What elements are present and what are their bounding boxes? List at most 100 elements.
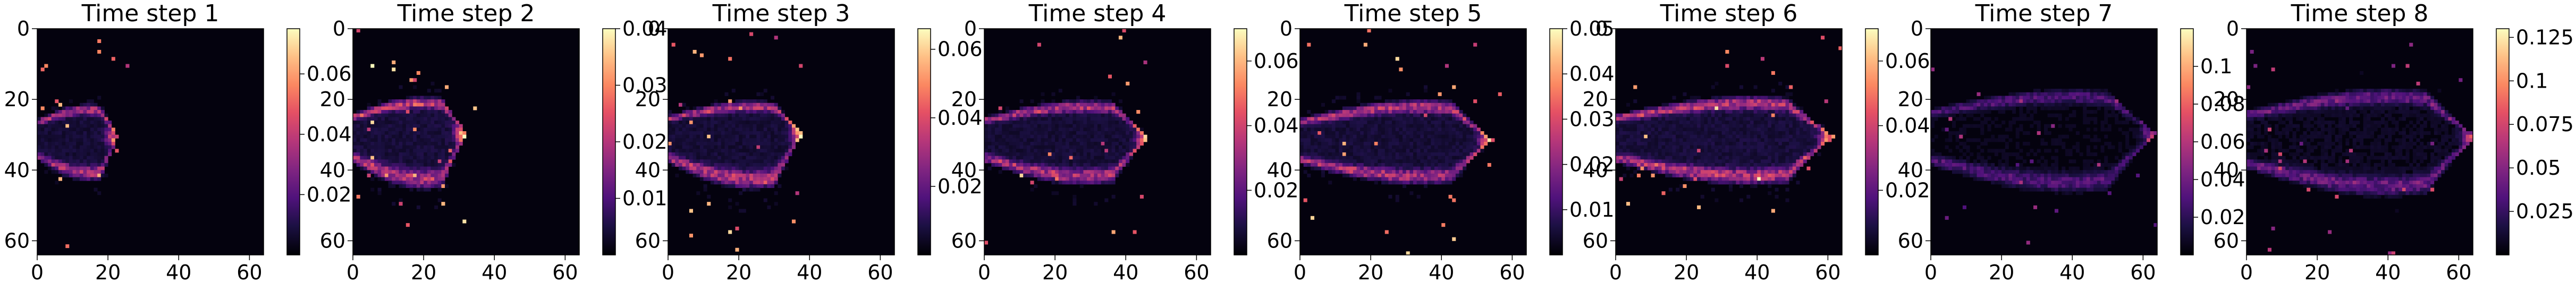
x-tick-label: 40	[1744, 261, 1770, 284]
x-tick-label: 40	[2375, 261, 2401, 284]
x-tick-label: 20	[1989, 261, 2014, 284]
x-tick-label: 60	[1184, 261, 1209, 284]
heatmap-cells	[353, 29, 477, 227]
x-tick-label: 0	[1294, 261, 1306, 284]
axes-frame	[1930, 28, 2158, 255]
x-tick-label: 20	[1358, 261, 1383, 284]
colorbar	[1549, 28, 1563, 255]
colorbar-tick-label: 0.06	[1254, 49, 1299, 73]
colorbar-tick-label: 0.04	[938, 106, 983, 130]
colorbar-tick-label: 0.02	[622, 130, 668, 153]
x-tick-label: 40	[482, 261, 507, 284]
x-tick-label: 60	[1499, 261, 1525, 284]
x-tick-label: 20	[1042, 261, 1068, 284]
colorbar-tick-label: 0.02	[938, 175, 983, 198]
y-tick-label: 40	[635, 158, 661, 182]
colorbar	[2180, 28, 2194, 255]
x-tick-label: 60	[237, 261, 262, 284]
y-tick-label: 60	[2214, 229, 2239, 252]
y-tick-label: 40	[1898, 158, 1923, 182]
colorbar-tick-label: 0.01	[1569, 198, 1615, 221]
y-tick-label: 60	[1267, 229, 1293, 252]
colorbar-tick-label: 0.02	[2200, 206, 2245, 229]
x-tick-label: 0	[31, 261, 44, 284]
heatmap-cells	[1300, 29, 1502, 255]
colorbar-tick-label: 0.04	[2200, 168, 2245, 191]
heatmap-cells	[1616, 36, 1843, 213]
panel-2: Time step 20 20 40 6002040600.010.020.030.0…	[320, 0, 668, 284]
colorbar-tick-label: 0.06	[2200, 130, 2245, 153]
y-tick-label: 20	[635, 88, 661, 111]
y-tick-label: 60	[1898, 229, 1923, 252]
heatmap-cells	[2246, 42, 2473, 255]
x-tick-label: 40	[166, 261, 191, 284]
x-tick-label: 40	[797, 261, 822, 284]
y-tick-label: 20	[951, 88, 977, 111]
y-tick-label: 0	[1595, 17, 1608, 40]
panel-title: Time step 4	[1028, 0, 1167, 27]
panel-title: Time step 3	[712, 0, 850, 27]
colorbar-tick-label: 0.04	[622, 17, 668, 40]
colorbar-tick-label: 0.04	[307, 123, 352, 146]
colorbar-tick-label: 0.01	[622, 187, 668, 210]
x-tick-label: 40	[2059, 261, 2085, 284]
panel-title: Time step 5	[1344, 0, 1482, 27]
x-tick-label: 60	[552, 261, 578, 284]
colorbar-tick-label: 0.125	[2516, 25, 2574, 49]
colorbar-tick-label: 0.04	[1569, 62, 1615, 86]
axes-frame	[2246, 28, 2473, 255]
y-tick-label: 60	[4, 229, 30, 252]
colorbar	[602, 28, 616, 255]
heatmap-cells	[1931, 67, 2158, 245]
colorbar-tick-label: 0.05	[1569, 17, 1615, 40]
y-tick-label: 20	[320, 88, 345, 111]
colorbar-tick-label: 0.04	[1885, 114, 1930, 138]
colorbar-tick-label: 0.02	[1569, 153, 1615, 176]
colorbar-tick-label: 0.03	[1569, 107, 1615, 131]
colorbar-tick-label: 0.1	[2516, 69, 2548, 92]
axes-frame	[1299, 28, 1527, 255]
x-tick-label: 20	[726, 261, 751, 284]
y-tick-label: 20	[1267, 88, 1293, 111]
x-tick-label: 0	[1924, 261, 1937, 284]
x-tick-label: 60	[2130, 261, 2156, 284]
y-tick-label: 60	[635, 229, 661, 252]
y-tick-label: 0	[2226, 17, 2239, 40]
x-tick-label: 60	[2446, 261, 2471, 284]
y-tick-label: 40	[4, 158, 30, 182]
x-tick-label: 20	[1674, 261, 1699, 284]
colorbar-tick-label: 0.05	[2516, 156, 2561, 180]
colorbar-tick-label: 0.02	[1254, 178, 1299, 202]
colorbar	[1234, 28, 1247, 255]
x-tick-label: 40	[1113, 261, 1138, 284]
colorbar-tick-label: 0.03	[622, 74, 668, 97]
panel-title: Time step 8	[2291, 0, 2429, 27]
y-tick-label: 40	[2214, 158, 2239, 182]
y-tick-label: 20	[4, 88, 30, 111]
y-tick-label: 20	[2214, 88, 2239, 111]
panel-title: Time step 6	[1660, 0, 1798, 27]
colorbar	[286, 28, 300, 255]
y-tick-label: 40	[951, 158, 977, 182]
colorbar-tick-label: 0.075	[2516, 113, 2574, 136]
heatmap-cells	[984, 29, 1147, 245]
heatmap-cells	[37, 39, 130, 249]
x-tick-label: 60	[867, 261, 893, 284]
panel-7: Time step 70 20 40 6002040600.020.040.060.0…	[1898, 0, 2245, 284]
y-tick-label: 60	[320, 229, 345, 252]
panel-5: Time step 50 20 40 6002040600.010.020.030.0…	[1267, 0, 1615, 284]
axes-frame	[37, 28, 264, 255]
y-tick-label: 0	[964, 17, 977, 40]
x-tick-label: 0	[978, 261, 991, 284]
colorbar-tick-label: 0.06	[307, 62, 352, 86]
x-tick-label: 20	[411, 261, 436, 284]
y-tick-label: 0	[17, 17, 30, 40]
y-tick-label: 0	[1911, 17, 1923, 40]
x-tick-label: 20	[2304, 261, 2330, 284]
y-tick-label: 40	[1267, 158, 1293, 182]
y-tick-label: 40	[1583, 158, 1608, 182]
y-tick-label: 0	[333, 17, 345, 40]
